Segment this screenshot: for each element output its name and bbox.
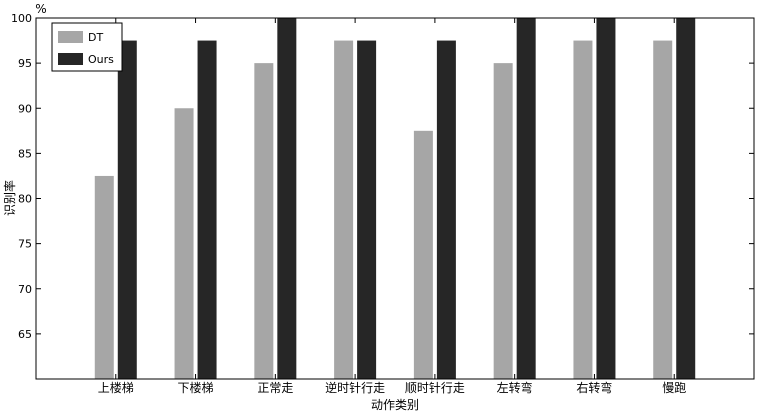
y-tick-label: 70: [18, 283, 32, 296]
x-tick-label: 正常走: [257, 381, 293, 395]
y-axis-label: 识别率: [2, 180, 17, 216]
legend: DT Ours: [51, 22, 123, 72]
y-tick-label: 85: [18, 147, 32, 160]
x-tick-label: 左转弯: [497, 380, 533, 395]
y-axis: 65 70 75 80 85 90 95 100: [11, 12, 754, 341]
bar-dt-6: [573, 40, 593, 379]
bar-dt-7: [653, 40, 673, 379]
y-tick-label: 65: [18, 328, 32, 341]
legend-swatch-ours: [58, 53, 83, 65]
bar-dt-3: [334, 40, 354, 379]
bar-ours-4: [436, 40, 456, 379]
legend-label-ours: Ours: [88, 53, 114, 66]
y-tick-label: 80: [18, 193, 32, 206]
x-axis: 上楼梯 下楼梯 正常走 逆时针行走 顺时针行走 左转弯 右转弯 慢跑: [98, 18, 686, 395]
y-tick-label: 90: [18, 102, 32, 115]
bar-ours-3: [357, 40, 377, 379]
x-tick-label: 上楼梯: [98, 380, 134, 395]
bar-dt-0: [94, 175, 114, 379]
bar-ours-6: [596, 18, 616, 379]
legend-label-dt: DT: [88, 31, 103, 44]
legend-swatch-dt: [58, 31, 83, 43]
x-tick-label: 逆时针行走: [325, 380, 385, 395]
y-tick-label: 100: [11, 12, 32, 25]
bar-ours-2: [277, 18, 297, 379]
x-axis-label: 动作类别: [371, 398, 419, 412]
y-tick-label: 95: [18, 57, 32, 70]
y-unit-label: %: [35, 2, 46, 16]
x-tick-label: 慢跑: [662, 381, 686, 395]
x-tick-label: 右转弯: [576, 380, 612, 395]
x-tick-label: 顺时针行走: [405, 380, 465, 395]
bar-ours-7: [676, 18, 696, 379]
bar-ours-5: [516, 18, 536, 379]
plot-area-frame: [35, 17, 755, 380]
bar-ours-1: [197, 40, 217, 379]
bars-group: [94, 18, 696, 379]
bar-dt-4: [413, 130, 433, 379]
bar-dt-2: [254, 63, 274, 379]
x-tick-label: 下楼梯: [178, 380, 214, 395]
bar-dt-1: [174, 108, 194, 379]
y-tick-label: 75: [18, 238, 32, 251]
bar-ours-0: [117, 40, 137, 379]
bar-dt-5: [493, 63, 513, 379]
